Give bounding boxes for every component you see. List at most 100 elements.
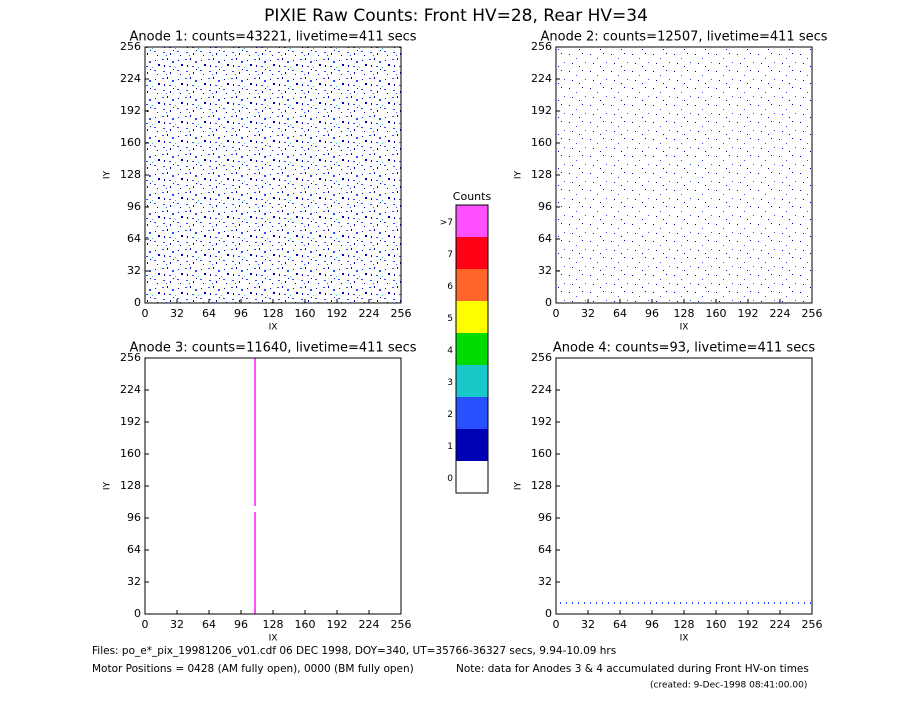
x-tick-label: 128 [674, 618, 695, 631]
colorbar-swatch [456, 333, 488, 365]
footer-note: Note: data for Anodes 3 & 4 accumulated … [456, 663, 809, 675]
figure-title: PIXIE Raw Counts: Front HV=28, Rear HV=3… [264, 6, 648, 26]
panel-title: Anode 4: counts=93, livetime=411 secs [553, 341, 815, 356]
x-tick-label: 0 [142, 618, 149, 631]
colorbar-label: 4 [447, 346, 453, 356]
y-tick-label: 160 [531, 136, 552, 149]
colorbar-label: 0 [447, 474, 453, 484]
y-tick-label: 32 [127, 264, 141, 277]
colorbar-label: >7 [440, 218, 453, 228]
y-tick-label: 256 [120, 40, 141, 53]
x-tick-label: 160 [295, 618, 316, 631]
x-tick-label: 192 [327, 618, 348, 631]
image-plot [145, 47, 401, 303]
x-axis-label: IX [269, 634, 278, 644]
x-tick-label: 0 [553, 618, 560, 631]
y-tick-label: 128 [120, 168, 141, 181]
x-tick-label: 64 [202, 618, 216, 631]
x-tick-label: 224 [770, 307, 791, 320]
x-tick-label: 32 [581, 307, 595, 320]
x-tick-label: 64 [202, 307, 216, 320]
x-tick-label: 128 [263, 307, 284, 320]
y-tick-label: 192 [531, 415, 552, 428]
y-tick-label: 96 [538, 511, 552, 524]
x-tick-label: 0 [142, 307, 149, 320]
colorbar-label: 1 [447, 442, 453, 452]
y-axis-label: IY [514, 481, 524, 490]
y-tick-label: 64 [127, 232, 141, 245]
y-tick-label: 224 [120, 72, 141, 85]
y-tick-label: 256 [120, 351, 141, 364]
colorbar-swatch [456, 237, 488, 269]
x-tick-label: 32 [170, 307, 184, 320]
panel-title: Anode 1: counts=43221, livetime=411 secs [129, 30, 416, 45]
colorbar-swatch [456, 365, 488, 397]
x-axis-label: IX [680, 634, 689, 644]
panel-title: Anode 3: counts=11640, livetime=411 secs [129, 341, 416, 356]
y-tick-label: 256 [531, 351, 552, 364]
y-tick-label: 32 [538, 264, 552, 277]
footer-motor: Motor Positions = 0428 (AM fully open), … [92, 663, 414, 675]
y-tick-label: 192 [120, 415, 141, 428]
y-tick-label: 64 [538, 232, 552, 245]
y-tick-label: 192 [120, 104, 141, 117]
x-axis-label: IX [269, 323, 278, 333]
y-tick-label: 224 [120, 383, 141, 396]
y-axis-label: IY [514, 170, 524, 179]
y-axis-label: IY [103, 170, 113, 179]
x-tick-label: 160 [706, 307, 727, 320]
y-tick-label: 160 [120, 136, 141, 149]
colorbar-swatch [456, 269, 488, 301]
y-tick-label: 160 [120, 447, 141, 460]
x-tick-label: 128 [674, 307, 695, 320]
x-tick-label: 224 [359, 618, 380, 631]
x-tick-label: 96 [645, 618, 659, 631]
y-tick-label: 128 [531, 479, 552, 492]
x-tick-label: 64 [613, 618, 627, 631]
y-tick-label: 96 [538, 200, 552, 213]
y-tick-label: 128 [120, 479, 141, 492]
y-tick-label: 96 [127, 200, 141, 213]
x-axis-label: IX [680, 323, 689, 333]
colorbar-title: Counts [453, 190, 492, 203]
footer-files: Files: po_e*_pix_19981206_v01.cdf 06 DEC… [92, 645, 616, 657]
x-tick-label: 256 [391, 618, 412, 631]
x-tick-label: 160 [295, 307, 316, 320]
x-tick-label: 32 [581, 618, 595, 631]
colorbar-swatch [456, 301, 488, 333]
colorbar-label: 5 [447, 314, 453, 324]
x-tick-label: 32 [170, 618, 184, 631]
y-tick-label: 96 [127, 511, 141, 524]
x-tick-label: 160 [706, 618, 727, 631]
x-tick-label: 96 [234, 618, 248, 631]
x-tick-label: 96 [645, 307, 659, 320]
colorbar-swatch [456, 429, 488, 461]
x-tick-label: 96 [234, 307, 248, 320]
colorbar-swatch [456, 461, 488, 493]
y-tick-label: 160 [531, 447, 552, 460]
colorbar-label: 6 [447, 282, 453, 292]
colorbar-label: 7 [447, 250, 453, 260]
x-tick-label: 224 [770, 618, 791, 631]
image-plot [145, 358, 401, 614]
colorbar-frame [455, 204, 489, 494]
colorbar-swatch [456, 205, 488, 237]
colorbar-label: 3 [447, 378, 453, 388]
footer-created: (created: 9-Dec-1998 08:41:00.00) [650, 681, 807, 691]
image-plot [556, 47, 812, 303]
x-tick-label: 192 [738, 307, 759, 320]
colorbar-label: 2 [447, 410, 453, 420]
x-tick-label: 128 [263, 618, 284, 631]
x-tick-label: 192 [738, 618, 759, 631]
x-tick-label: 224 [359, 307, 380, 320]
x-tick-label: 64 [613, 307, 627, 320]
y-tick-label: 0 [134, 607, 141, 620]
x-tick-label: 0 [553, 307, 560, 320]
panel-title: Anode 2: counts=12507, livetime=411 secs [540, 30, 827, 45]
y-tick-label: 64 [538, 543, 552, 556]
x-tick-label: 256 [802, 307, 823, 320]
y-tick-label: 192 [531, 104, 552, 117]
y-tick-label: 0 [545, 296, 552, 309]
y-tick-label: 0 [134, 296, 141, 309]
y-tick-label: 256 [531, 40, 552, 53]
